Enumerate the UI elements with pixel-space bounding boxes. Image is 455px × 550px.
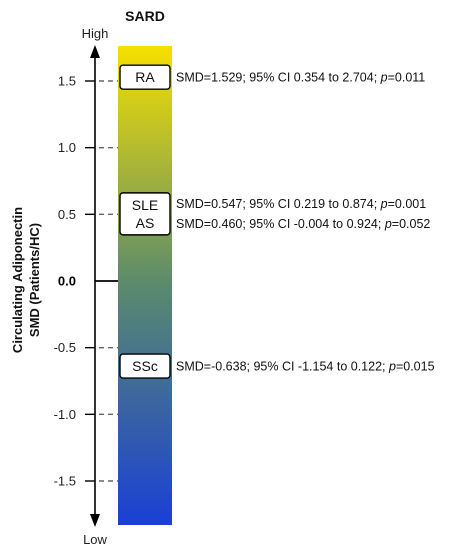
- y-ticks: 1.5 1.0 0.5 0.0 -0.5 -1.0 -1.5: [54, 74, 118, 488]
- y-axis-title-line-2: SMD (Patients/HC): [27, 223, 42, 337]
- y-tick-label: -1.5: [54, 473, 76, 488]
- condition-boxes: RA SLE AS SSc: [119, 64, 171, 379]
- y-axis-title: Circulating Adiponectin SMD (Patients/HC…: [10, 207, 42, 353]
- condition-box: [119, 353, 171, 379]
- smd-note-sle: SMD=0.547; 95% CI 0.219 to 0.874; p=0.00…: [176, 197, 426, 211]
- smd-note-ssc: SMD=-0.638; 95% CI -1.154 to 0.122; p=0.…: [176, 360, 435, 374]
- y-tick-label: -1.0: [54, 407, 76, 422]
- condition-box: [119, 192, 171, 236]
- axis-bottom-label: Low: [83, 532, 107, 547]
- y-axis-arrow-up-icon: [90, 45, 100, 58]
- y-tick-label: -0.5: [54, 340, 76, 355]
- gradient-bar: [118, 46, 172, 525]
- condition-label-ssc: SSc: [132, 358, 158, 374]
- axis-top-label: High: [82, 26, 109, 41]
- y-tick-label: 0.5: [58, 207, 76, 222]
- chart-title: SARD: [125, 8, 165, 24]
- y-axis-title-line-1: Circulating Adiponectin: [10, 207, 25, 353]
- y-tick-label: 1.5: [58, 74, 76, 89]
- smd-note-as: SMD=0.460; 95% CI -0.004 to 0.924; p=0.0…: [176, 217, 430, 231]
- condition-label-as: AS: [136, 215, 155, 231]
- condition-label-sle: SLE: [132, 197, 158, 213]
- condition-label-ra: RA: [135, 69, 155, 85]
- y-tick-label: 0.0: [58, 274, 76, 289]
- smd-note-ra: SMD=1.529; 95% CI 0.354 to 2.704; p=0.01…: [176, 71, 425, 85]
- condition-box: [119, 64, 171, 90]
- smd-annotations: SMD=1.529; 95% CI 0.354 to 2.704; p=0.01…: [176, 71, 435, 374]
- y-axis-arrow-down-icon: [90, 514, 100, 527]
- y-tick-label: 1.0: [58, 140, 76, 155]
